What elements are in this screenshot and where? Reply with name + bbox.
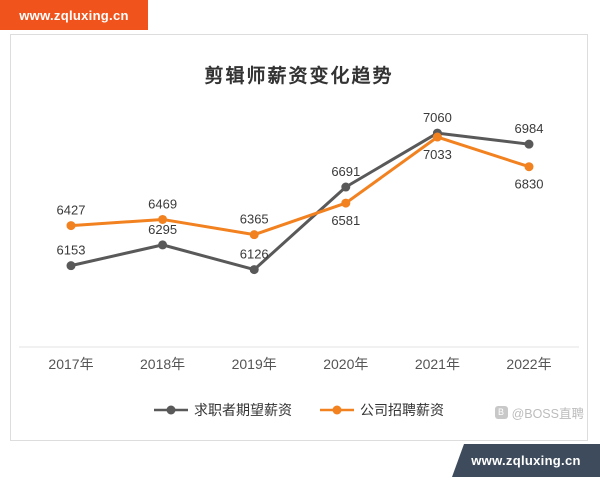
data-point — [66, 261, 76, 271]
chart-card: 剪辑师薪资变化趋势 2017年 2018年 2019年 2020年 2021年 2022年… — [10, 34, 588, 441]
x-tick-label: 2020年 — [323, 356, 368, 372]
legend-item-expected-salary: 求职者期望薪资 — [154, 400, 292, 420]
series-line — [69, 131, 531, 272]
chart-legend: 求职者期望薪资 公司招聘薪资 — [11, 400, 587, 420]
data-label: 6295 — [148, 222, 177, 237]
x-tick-label: 2018年 — [140, 356, 185, 372]
data-point — [524, 139, 534, 149]
bottom-right-watermark-banner: www.zqluxing.cn — [452, 444, 600, 477]
data-label: 6830 — [515, 177, 544, 192]
data-point — [341, 198, 351, 208]
data-label: 6691 — [331, 164, 360, 179]
data-label: 7060 — [423, 110, 452, 125]
data-point — [249, 230, 259, 240]
data-label: 6581 — [331, 213, 360, 228]
data-point — [524, 162, 534, 172]
legend-marker-company-icon — [320, 405, 354, 415]
x-tick-label: 2017年 — [48, 356, 93, 372]
data-point — [432, 132, 442, 142]
top-left-watermark-banner: www.zqluxing.cn — [0, 0, 148, 30]
x-tick-label: 2021年 — [415, 356, 460, 372]
data-point — [249, 265, 259, 275]
data-point — [158, 214, 168, 224]
data-label: 6469 — [148, 196, 177, 211]
data-point — [158, 240, 168, 250]
legend-label-company-salary: 公司招聘薪资 — [360, 402, 444, 418]
boss-watermark: B @BOSS直聘 — [494, 403, 584, 422]
series-line — [69, 135, 531, 237]
top-banner-url: www.zqluxing.cn — [19, 7, 129, 23]
boss-logo-icon: B — [494, 406, 508, 419]
x-tick-label: 2022年 — [506, 356, 551, 372]
data-label: 6126 — [240, 247, 269, 262]
chart-title: 剪辑师薪资变化趋势 — [204, 66, 394, 87]
data-label: 7033 — [423, 147, 452, 162]
data-label: 6984 — [515, 121, 544, 136]
salary-line-chart: 2017年 2018年 2019年 2020年 2021年 2022年 6153 6295 61… — [19, 110, 579, 372]
data-label: 6153 — [57, 243, 86, 258]
x-tick-label: 2019年 — [232, 356, 277, 372]
data-label: 6427 — [57, 203, 86, 218]
legend-marker-expected-icon — [154, 405, 188, 415]
bottom-banner-url: www.zqluxing.cn — [471, 453, 581, 468]
legend-label-expected-salary: 求职者期望薪资 — [194, 402, 292, 418]
legend-item-company-salary: 公司招聘薪资 — [320, 400, 444, 420]
data-label: 6365 — [240, 212, 269, 227]
boss-watermark-text: @BOSS直聘 — [511, 407, 584, 421]
data-point — [66, 221, 76, 231]
data-point — [341, 182, 351, 192]
